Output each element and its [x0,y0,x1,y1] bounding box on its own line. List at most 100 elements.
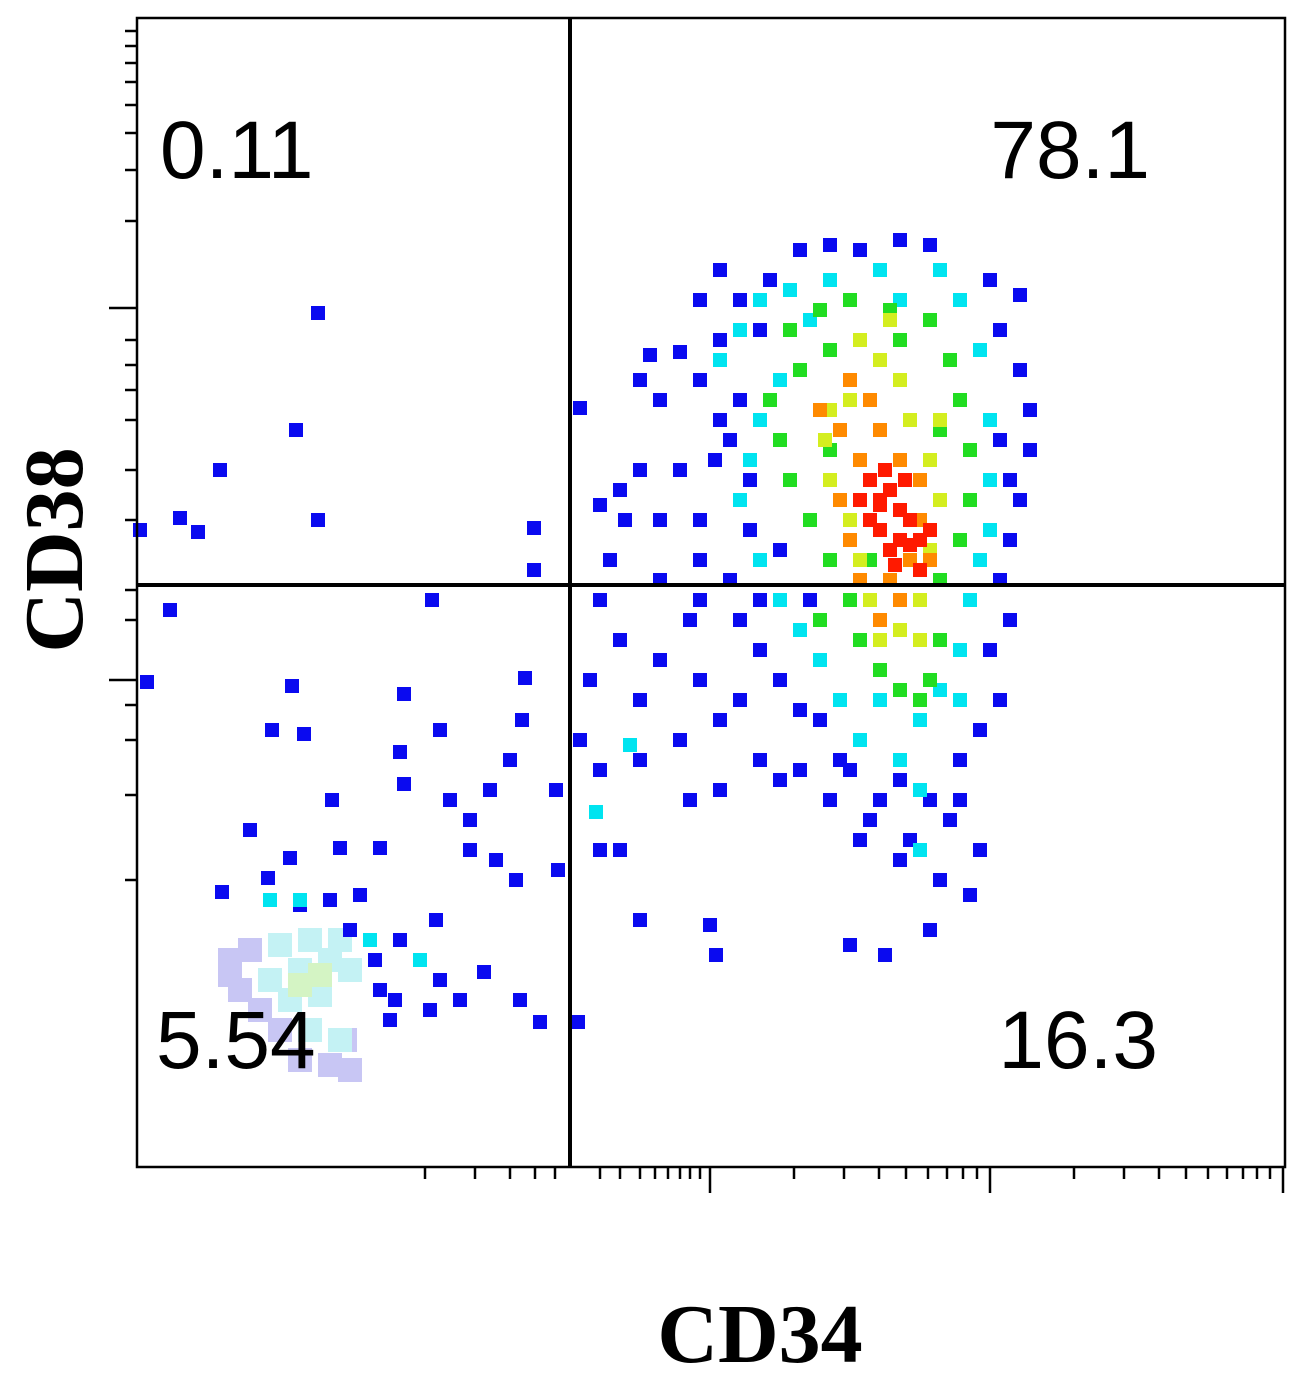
data-point [893,753,907,767]
data-point [363,933,377,947]
data-point [863,393,877,407]
data-point [489,853,503,867]
data-point [509,873,523,887]
data-point [933,633,947,647]
data-point [863,473,877,487]
data-point [853,453,867,467]
data-point [773,543,787,557]
data-point [923,453,937,467]
data-point [293,893,307,907]
data-point [753,643,767,657]
plot-marks [133,233,1037,1082]
data-point [993,693,1007,707]
data-point [325,793,339,807]
data-point [589,805,603,819]
data-point [549,783,563,797]
data-point [613,483,627,497]
data-point [853,333,867,347]
data-point [397,687,411,701]
data-point [593,593,607,607]
data-point [853,243,867,257]
data-point [803,593,817,607]
data-point [893,853,907,867]
data-point [1013,288,1027,302]
data-point [261,871,275,885]
data-point [953,643,967,657]
data-point [763,393,777,407]
data-point [783,283,797,297]
data-point [593,763,607,777]
data-point [433,723,447,737]
data-point [643,348,657,362]
data-point [653,653,667,667]
data-point [297,727,311,741]
data-point [268,1018,292,1042]
data-point [833,693,847,707]
data-point [753,413,767,427]
data-point [878,463,892,477]
data-point [693,293,707,307]
data-point [883,543,897,557]
data-point [593,843,607,857]
data-point [753,323,767,337]
data-point [683,793,697,807]
data-point [953,293,967,307]
data-point [983,273,997,287]
data-point [213,463,227,477]
data-point [425,593,439,607]
data-point [191,525,205,539]
data-point [693,513,707,527]
data-point [913,693,927,707]
data-point [1023,443,1037,457]
quadrant-value: 78.1 [990,105,1150,196]
data-point [573,733,587,747]
data-point [1003,533,1017,547]
data-point [288,1048,312,1072]
data-point [709,948,723,962]
data-point [283,851,297,865]
data-point [773,593,787,607]
data-point [753,293,767,307]
data-point [793,363,807,377]
data-point [743,523,757,537]
data-point [913,783,927,797]
data-point [633,753,647,767]
data-point [863,593,877,607]
data-point [173,511,187,525]
data-point [285,679,299,693]
data-point [873,353,887,367]
data-point [793,243,807,257]
data-point [338,1058,362,1082]
data-point [823,793,837,807]
data-point [863,513,877,527]
data-point [1013,363,1027,377]
data-point [873,613,887,627]
data-point [993,323,1007,337]
data-point [308,963,332,987]
data-point [873,423,887,437]
data-point [873,633,887,647]
data-point [833,493,847,507]
data-point [633,693,647,707]
data-point [593,498,607,512]
data-point [133,523,147,537]
data-point [823,343,837,357]
data-point [943,813,957,827]
data-point [571,1015,585,1029]
data-point [653,393,667,407]
data-point [713,783,727,797]
data-point [733,613,747,627]
data-point [913,593,927,607]
data-point [813,403,827,417]
quadrant-value: 16.3 [998,995,1158,1086]
data-point [813,713,827,727]
data-point [1013,493,1027,507]
data-point [983,473,997,487]
data-point [913,473,927,487]
data-point [298,1018,322,1042]
data-point [453,993,467,1007]
data-point [338,958,362,982]
data-point [843,373,857,387]
data-point [265,723,279,737]
